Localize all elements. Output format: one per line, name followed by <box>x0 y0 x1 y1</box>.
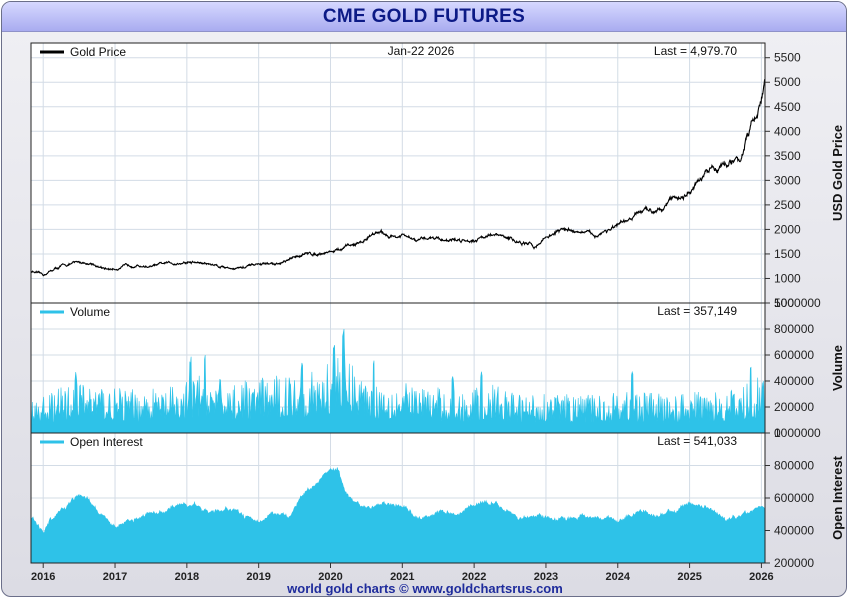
y-tick-label-oi-3: 800000 <box>774 459 814 473</box>
y-tick-label-volume-5: 1000000 <box>774 296 821 310</box>
x-tick-label-2026: 2026 <box>749 571 773 583</box>
y-axis-title-oi: Open Interest <box>830 455 845 539</box>
last-value-price: Last = 4,979.70 <box>654 44 737 58</box>
y-tick-label-oi-2: 600000 <box>774 491 814 505</box>
y-tick-label-volume-1: 200000 <box>774 400 814 414</box>
y-tick-label-oi-0: 200000 <box>774 556 814 570</box>
y-axis-title-volume: Volume <box>830 345 845 391</box>
open-interest-area <box>30 467 766 564</box>
panel-oi-border <box>30 432 766 564</box>
x-tick-label-2025: 2025 <box>677 571 701 583</box>
y-tick-label-price-3: 2000 <box>774 222 801 236</box>
volume-area <box>30 328 766 434</box>
gold-price-line <box>30 79 766 277</box>
last-value-volume: Last = 357,149 <box>657 304 737 318</box>
x-tick-label-2016: 2016 <box>31 571 55 583</box>
y-tick-label-price-8: 4500 <box>774 100 801 114</box>
date-label: Jan-22 2026 <box>388 44 455 58</box>
y-tick-label-volume-3: 600000 <box>774 348 814 362</box>
chart-title: CME GOLD FUTURES <box>322 6 526 27</box>
y-tick-label-price-10: 5500 <box>774 51 801 65</box>
legend-volume: Volume <box>70 305 110 319</box>
x-tick-label-2020: 2020 <box>318 571 342 583</box>
x-tick-label-2022: 2022 <box>462 571 486 583</box>
y-tick-label-price-6: 3500 <box>774 149 801 163</box>
last-value-oi: Last = 541,033 <box>657 434 737 448</box>
y-tick-label-price-5: 3000 <box>774 173 801 187</box>
x-tick-label-2021: 2021 <box>390 571 414 583</box>
y-tick-label-volume-2: 400000 <box>774 374 814 388</box>
title-bar: CME GOLD FUTURES <box>2 2 846 32</box>
panel-price-bg <box>31 43 765 303</box>
y-tick-label-oi-1: 400000 <box>774 524 814 538</box>
y-tick-label-price-7: 4000 <box>774 124 801 138</box>
y-axis-title-price: USD Gold Price <box>830 125 845 221</box>
footer-credit: world gold charts © www.goldchartsrus.co… <box>287 581 563 596</box>
legend-oi: Open Interest <box>70 435 143 449</box>
y-tick-label-price-1: 1000 <box>774 271 801 285</box>
y-tick-label-price-9: 5000 <box>774 75 801 89</box>
y-tick-label-price-4: 2500 <box>774 198 801 212</box>
legend-price: Gold Price <box>70 45 126 59</box>
y-tick-label-oi-4: 1000000 <box>774 426 821 440</box>
y-tick-label-volume-0: 0 <box>774 426 781 440</box>
x-tick-label-2019: 2019 <box>246 571 270 583</box>
x-tick-label-2023: 2023 <box>534 571 558 583</box>
y-tick-label-volume-4: 800000 <box>774 322 814 336</box>
y-tick-label-price-2: 1500 <box>774 247 801 261</box>
x-tick-label-2018: 2018 <box>175 571 199 583</box>
y-tick-label-price-0: 500 <box>774 296 794 310</box>
x-tick-label-2024: 2024 <box>606 571 631 583</box>
x-tick-label-2017: 2017 <box>103 571 127 583</box>
